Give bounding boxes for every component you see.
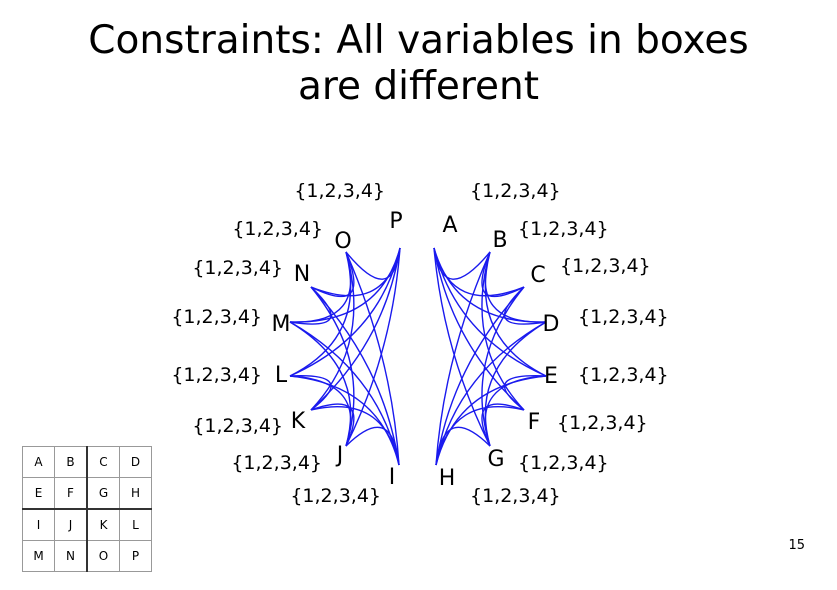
domain-h-label: {1,2,3,4}	[470, 485, 561, 507]
edge-a-g	[433, 247, 491, 447]
edge-a-d	[433, 247, 547, 323]
edge-b-h	[435, 251, 491, 466]
grid-cell: M	[22, 540, 55, 572]
grid-cell: B	[54, 446, 88, 478]
domain-c-label: {1,2,3,4}	[560, 255, 651, 277]
grid-cell: N	[54, 540, 88, 572]
domain-k-label: {1,2,3,4}	[192, 415, 283, 437]
variable-k-label: K	[291, 409, 306, 434]
edge-b-c	[481, 251, 525, 298]
variable-d-label: D	[543, 312, 560, 337]
edge-g-h	[435, 426, 491, 466]
edge-o-p	[345, 247, 401, 280]
variable-b-label: B	[492, 228, 507, 253]
variable-g-label: G	[487, 447, 504, 472]
edge-a-c	[433, 247, 525, 297]
grid-cell: D	[119, 446, 152, 478]
edge-i-k	[310, 406, 400, 466]
domain-e-label: {1,2,3,4}	[578, 364, 669, 386]
grid-cell: A	[22, 446, 55, 478]
grid-cell: C	[86, 446, 120, 478]
edge-j-k	[310, 403, 355, 447]
grid-cell: O	[86, 540, 120, 572]
variable-m-label: M	[272, 312, 291, 337]
domain-p-label: {1,2,3,4}	[294, 180, 385, 202]
variable-p-label: P	[389, 209, 402, 234]
domain-l-label: {1,2,3,4}	[171, 364, 262, 386]
edge-f-h	[435, 406, 525, 466]
domain-a-label: {1,2,3,4}	[470, 180, 561, 202]
domain-m-label: {1,2,3,4}	[171, 306, 262, 328]
variable-e-label: E	[544, 364, 558, 389]
variable-a-label: A	[442, 213, 457, 238]
edge-a-e	[433, 247, 547, 377]
variable-n-label: N	[294, 262, 310, 287]
domain-g-label: {1,2,3,4}	[518, 452, 609, 474]
grid-cell: L	[119, 508, 152, 541]
edge-l-p	[289, 247, 401, 377]
variable-l-label: L	[275, 363, 288, 388]
grid-cell: F	[54, 477, 88, 510]
edge-n-o	[310, 251, 355, 298]
domain-j-label: {1,2,3,4}	[231, 452, 322, 474]
variable-j-label: J	[335, 443, 344, 468]
slide-title-line-2: are different	[297, 64, 540, 109]
edge-k-p	[310, 247, 401, 411]
slide-title: Constraints: All variables in boxes are …	[0, 18, 837, 110]
grid-cell: E	[22, 477, 55, 510]
domain-n-label: {1,2,3,4}	[192, 257, 283, 279]
edge-j-p	[345, 247, 401, 447]
grid-cell: H	[119, 477, 152, 510]
grid-cell: I	[22, 508, 55, 541]
edge-e-f	[504, 375, 547, 411]
grid-cell: P	[119, 540, 152, 572]
domain-f-label: {1,2,3,4}	[557, 412, 648, 434]
grid-cell: J	[54, 508, 88, 541]
variable-o-label: O	[334, 229, 351, 254]
page-number: 15	[788, 538, 805, 553]
domain-i-label: {1,2,3,4}	[290, 485, 381, 507]
constraint-edges	[289, 247, 547, 466]
grid-cell: K	[86, 508, 120, 541]
edge-n-p	[310, 247, 401, 297]
edge-c-h	[435, 286, 525, 466]
variable-h-label: H	[439, 466, 456, 491]
grid-cell: G	[86, 477, 120, 510]
variable-labels: A {1,2,3,4} B {1,2,3,4} C {1,2,3,4} D {1,2,3,4}…	[171, 180, 668, 507]
slide-title-line-1: Constraints: All variables in boxes	[88, 18, 749, 63]
edge-i-j	[345, 426, 400, 466]
domain-d-label: {1,2,3,4}	[578, 306, 669, 328]
edge-j-l	[289, 375, 352, 447]
variable-i-label: I	[389, 465, 396, 490]
variable-f-label: F	[528, 410, 541, 435]
edge-b-d	[484, 251, 547, 323]
domain-b-label: {1,2,3,4}	[518, 218, 609, 240]
edge-i-o	[345, 251, 400, 466]
domain-o-label: {1,2,3,4}	[232, 218, 323, 240]
variable-c-label: C	[530, 263, 545, 288]
